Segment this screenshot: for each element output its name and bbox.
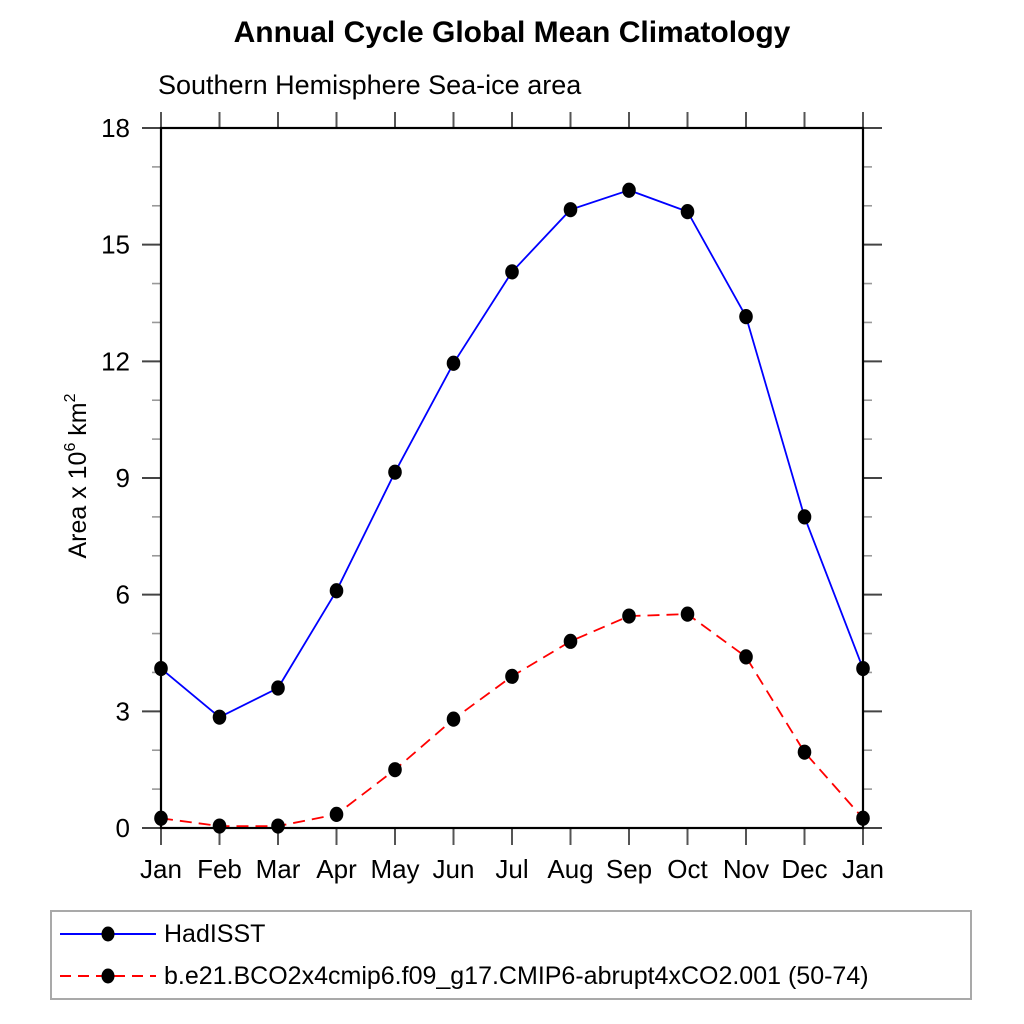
data-point-marker (680, 204, 695, 220)
data-point-marker (154, 660, 168, 677)
data-point-marker (856, 810, 870, 826)
y-axis-tick-labels: 0 3 6 9 12 15 18 (101, 113, 130, 843)
plot-frame (159, 126, 865, 830)
y-tick-label: 0 (116, 813, 130, 843)
legend-dashed-line-sample-icon (60, 968, 156, 984)
x-axis-tick-labels: Jan Feb Mar Apr May Jun Jul Aug Sep Oct Nov Dec Jan (140, 854, 884, 884)
legend-label-hadisst: HadISST (164, 919, 266, 948)
data-point-marker (505, 668, 519, 684)
x-tick-label: Apr (316, 854, 357, 884)
legend-label-model: b.e21.BCO2x4cmip6.f09_g17.CMIP6-abrupt4x… (164, 961, 869, 990)
data-point-marker (154, 810, 168, 826)
y-tick-label: 15 (101, 230, 130, 260)
legend-item-hadisst: HadISST (58, 913, 970, 955)
data-point-marker (680, 606, 695, 622)
data-point-marker (797, 744, 812, 760)
legend-solid-line-sample-icon (60, 926, 156, 942)
data-point-marker (446, 355, 461, 371)
chart-title: Annual Cycle Global Mean Climatology (233, 16, 791, 49)
x-tick-label: Aug (547, 854, 593, 884)
x-tick-label: Feb (197, 854, 242, 884)
data-point-marker (797, 509, 812, 525)
x-tick-label: Mar (256, 854, 301, 884)
data-point-marker (739, 649, 753, 665)
data-point-marker (271, 818, 285, 834)
data-point-marker (388, 464, 402, 480)
data-point-marker (212, 818, 227, 834)
y-tick-label: 18 (101, 113, 130, 143)
x-tick-label: Jun (433, 854, 475, 884)
data-point-marker (271, 680, 285, 696)
x-tick-label: Nov (723, 854, 769, 884)
data-point-marker (329, 806, 344, 822)
data-point-marker (622, 608, 636, 624)
chart-subtitle: Southern Hemisphere Sea-ice area (158, 70, 582, 100)
y-tick-label: 6 (116, 580, 130, 610)
x-tick-label: Jul (495, 854, 528, 884)
legend: HadISST b.e21.BCO2x4cmip6.f09_g17.CMIP6-… (50, 910, 972, 1000)
x-tick-label: May (370, 854, 419, 884)
data-point-marker (505, 264, 519, 280)
data-point-marker (388, 762, 402, 778)
y-tick-label: 12 (101, 346, 130, 376)
x-tick-label: Sep (606, 854, 652, 884)
data-point-marker (622, 182, 636, 198)
x-tick-label: Jan (842, 854, 884, 884)
data-point-marker (739, 309, 753, 325)
data-point-marker (446, 711, 461, 727)
y-tick-label: 3 (116, 696, 130, 726)
data-point-marker (329, 583, 344, 599)
x-tick-label: Dec (781, 854, 827, 884)
series-hadisst (154, 182, 870, 725)
data-point-marker (212, 709, 227, 725)
y-axis-label: Area x 106 km2 (62, 393, 92, 558)
data-point-marker (563, 633, 578, 649)
y-tick-label: 9 (116, 463, 130, 493)
axis-ticks (142, 112, 882, 845)
series-model (154, 606, 870, 834)
data-point-marker (563, 202, 578, 218)
series-line (160, 613, 864, 827)
x-tick-label: Jan (140, 854, 182, 884)
data-point-marker (856, 660, 870, 677)
x-tick-label: Oct (667, 854, 708, 884)
legend-item-model: b.e21.BCO2x4cmip6.f09_g17.CMIP6-abrupt4x… (58, 955, 970, 997)
